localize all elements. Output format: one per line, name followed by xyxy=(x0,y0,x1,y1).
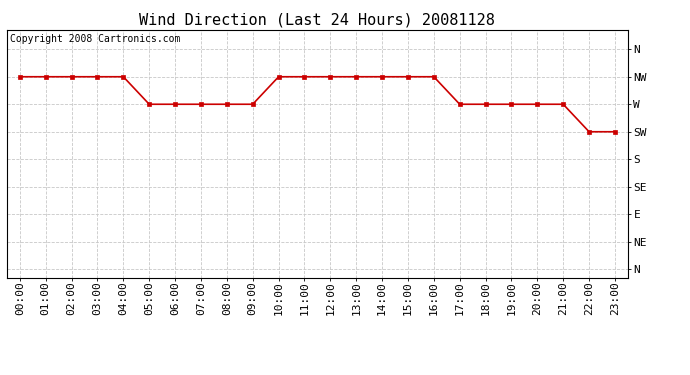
Title: Wind Direction (Last 24 Hours) 20081128: Wind Direction (Last 24 Hours) 20081128 xyxy=(139,12,495,27)
Text: Copyright 2008 Cartronics.com: Copyright 2008 Cartronics.com xyxy=(10,34,180,44)
